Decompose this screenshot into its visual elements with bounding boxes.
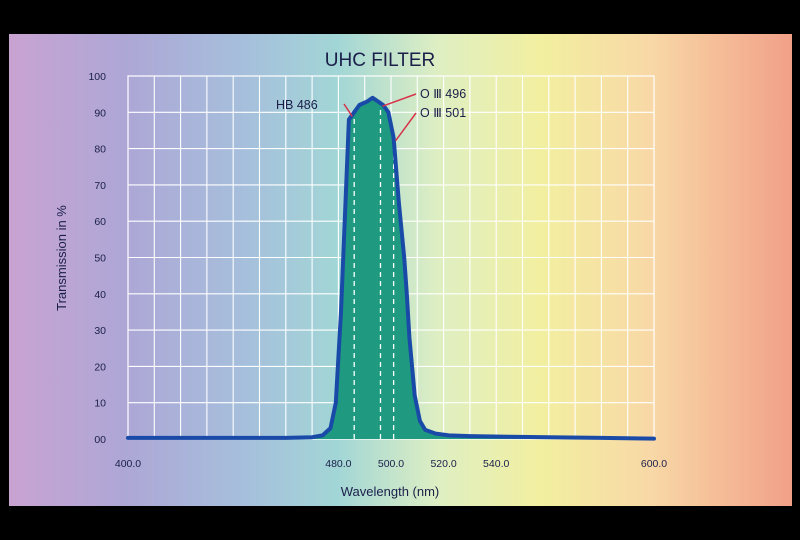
annotation-leader xyxy=(343,103,353,117)
x-tick-label: 520.0 xyxy=(430,458,456,470)
y-tick-label: 10 xyxy=(94,398,106,410)
annotation-label: HB 486 xyxy=(276,98,318,112)
annotation-leader xyxy=(395,112,417,142)
transmission-area xyxy=(128,97,654,440)
y-tick-label: 40 xyxy=(94,289,106,301)
x-axis-label: Wavelength (nm) xyxy=(341,484,440,499)
y-axis-ticks: 00 10 20 30 40 50 60 70 80 90 100 xyxy=(88,71,106,446)
y-tick-label: 90 xyxy=(94,107,106,119)
annotations: HB 486 O Ⅲ 496 O Ⅲ 501 xyxy=(276,87,466,142)
y-tick-label: 80 xyxy=(94,144,106,156)
x-tick-label: 540.0 xyxy=(483,458,509,470)
x-tick-label: 600.0 xyxy=(641,458,667,470)
y-tick-label: 20 xyxy=(94,361,106,373)
transmission-curve xyxy=(126,95,656,441)
x-tick-label: 400.0 xyxy=(115,458,141,470)
annotation-leader xyxy=(382,93,417,107)
chart-title: UHC FILTER xyxy=(325,50,435,71)
plot-area xyxy=(126,95,656,441)
x-tick-label: 480.0 xyxy=(325,458,351,470)
y-tick-label: 60 xyxy=(94,216,106,228)
annotation-label: O Ⅲ 501 xyxy=(420,106,466,120)
x-axis-ticks: 400.0 480.0 500.0 520.0 540.0 600.0 xyxy=(115,458,667,470)
y-axis-label: Transmission in % xyxy=(54,205,69,311)
y-tick-label: 00 xyxy=(94,434,106,446)
y-tick-label: 30 xyxy=(94,325,106,337)
annotation-label: O Ⅲ 496 xyxy=(420,87,466,101)
y-tick-label: 50 xyxy=(94,253,106,265)
y-tick-label: 100 xyxy=(88,71,106,83)
x-tick-label: 500.0 xyxy=(378,458,404,470)
y-tick-label: 70 xyxy=(94,180,106,192)
